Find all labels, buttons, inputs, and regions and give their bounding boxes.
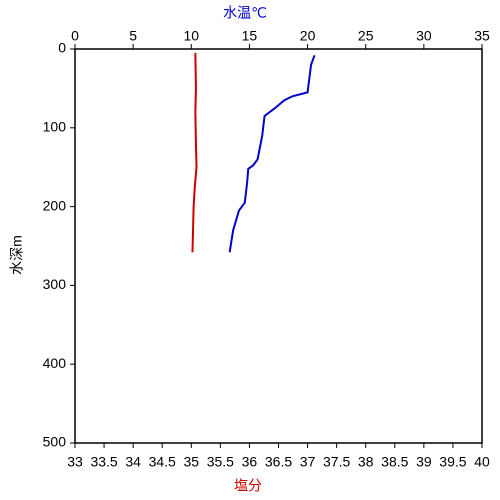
y-tick-label: 500 xyxy=(43,434,67,450)
y-tick-label: 400 xyxy=(43,355,67,371)
x-tick-label: 35 xyxy=(183,454,199,470)
x2-tick-label: 30 xyxy=(416,28,432,44)
x2-tick-label: 15 xyxy=(242,28,258,44)
x2-tick-label: 5 xyxy=(129,28,137,44)
y-axis-label: 水深m xyxy=(9,235,25,275)
profile-line xyxy=(228,54,316,253)
y-tick-label: 200 xyxy=(43,197,67,213)
x2-tick-label: 0 xyxy=(71,28,79,44)
x-tick-label: 37 xyxy=(300,454,316,470)
y-tick-label: 0 xyxy=(58,40,66,56)
profile-line xyxy=(191,52,198,253)
plot-frame xyxy=(74,48,483,444)
x-tick-label: 40 xyxy=(474,454,490,470)
x-tick-label: 38 xyxy=(358,454,374,470)
x2-tick-label: 35 xyxy=(474,28,490,44)
x2-tick-label: 25 xyxy=(358,28,374,44)
x-tick-label: 34 xyxy=(125,454,141,470)
x-axis-label: 塩分 xyxy=(234,478,262,494)
x-tick-label: 37.5 xyxy=(323,454,350,470)
x-tick-label: 33.5 xyxy=(90,454,117,470)
x-tick-label: 34.5 xyxy=(149,454,176,470)
x2-tick-label: 20 xyxy=(300,28,316,44)
x-tick-label: 38.5 xyxy=(381,454,408,470)
x-tick-label: 36 xyxy=(242,454,258,470)
x-tick-label: 36.5 xyxy=(265,454,292,470)
x2-axis-label: 水温℃ xyxy=(223,5,267,21)
y-tick-label: 300 xyxy=(43,276,67,292)
x-tick-label: 39 xyxy=(416,454,432,470)
x-tick-label: 35.5 xyxy=(207,454,234,470)
x-tick-label: 39.5 xyxy=(439,454,466,470)
y-tick-label: 100 xyxy=(43,119,67,135)
x2-tick-label: 10 xyxy=(183,28,199,44)
x-tick-label: 33 xyxy=(67,454,83,470)
